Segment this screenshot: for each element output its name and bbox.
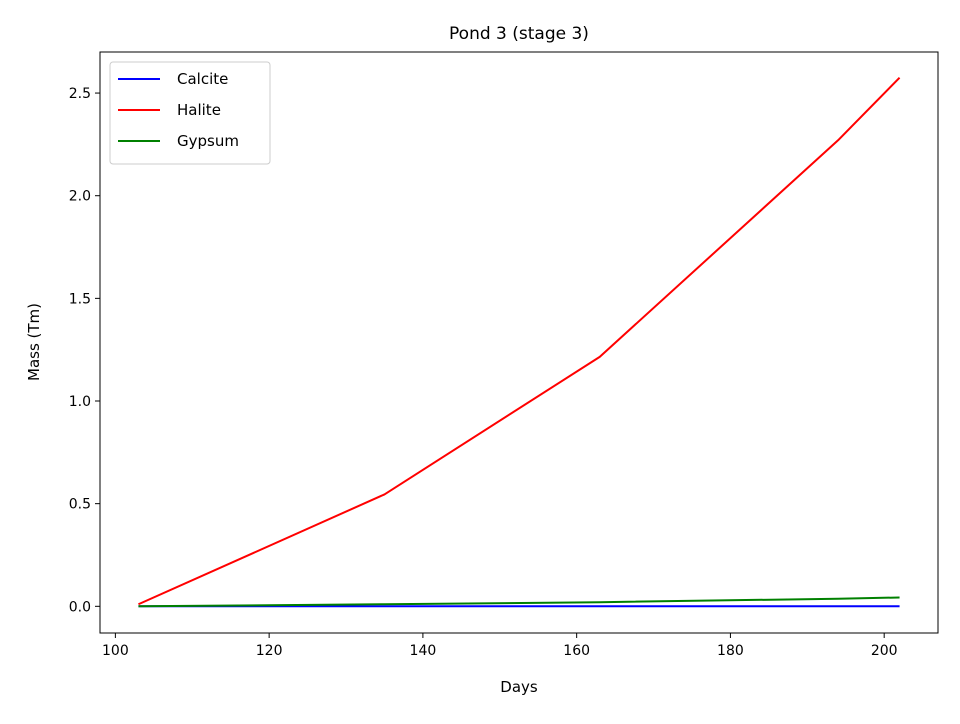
y-tick-label: 2.0 (69, 189, 91, 205)
y-tick-label: 1.0 (69, 394, 91, 410)
y-axis-label: Mass (Tm) (25, 303, 43, 381)
chart-title: Pond 3 (stage 3) (449, 24, 589, 44)
x-tick-label: 140 (410, 643, 437, 659)
legend-label: Halite (177, 101, 221, 119)
x-tick-label: 200 (871, 643, 898, 659)
legend-label: Gypsum (177, 132, 239, 150)
x-axis-label: Days (500, 678, 538, 696)
y-tick-label: 0.0 (69, 599, 91, 615)
x-tick-label: 120 (256, 643, 283, 659)
x-tick-label: 100 (102, 643, 129, 659)
y-tick-label: 1.5 (69, 291, 91, 307)
y-tick-label: 2.5 (69, 86, 91, 102)
x-tick-label: 160 (563, 643, 590, 659)
legend: Calcite Halite Gypsum (110, 62, 270, 164)
legend-label: Calcite (177, 70, 228, 88)
x-tick-label: 180 (717, 643, 744, 659)
y-tick-label: 0.5 (69, 497, 91, 513)
